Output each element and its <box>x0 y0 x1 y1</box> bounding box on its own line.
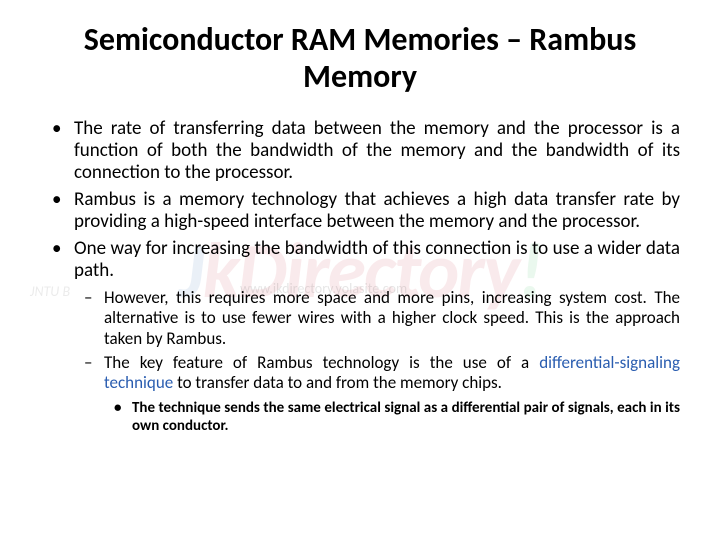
sub-bullet-text-post: to transfer data to and from the memory … <box>173 372 502 393</box>
sub-bullet-item: The key feature of Rambus technology is … <box>104 353 680 436</box>
bullet-list-level2: However, this requires more space and mo… <box>74 288 680 435</box>
slide-title: Semiconductor RAM Memories – Rambus Memo… <box>40 22 680 96</box>
subsub-bullet-item: The technique sends the same electrical … <box>132 399 680 436</box>
sub-bullet-text-pre: The key feature of Rambus technology is … <box>104 352 539 373</box>
slide-container: Semiconductor RAM Memories – Rambus Memo… <box>0 0 720 540</box>
bullet-list-level3: The technique sends the same electrical … <box>104 399 680 436</box>
bullet-item: The rate of transferring data between th… <box>74 118 680 185</box>
sub-bullet-item: However, this requires more space and mo… <box>104 288 680 348</box>
bullet-item: Rambus is a memory technology that achie… <box>74 189 680 234</box>
bullet-list-level1: The rate of transferring data between th… <box>40 118 680 436</box>
bullet-item: One way for increasing the bandwidth of … <box>74 238 680 436</box>
bullet-text: One way for increasing the bandwidth of … <box>74 237 680 282</box>
